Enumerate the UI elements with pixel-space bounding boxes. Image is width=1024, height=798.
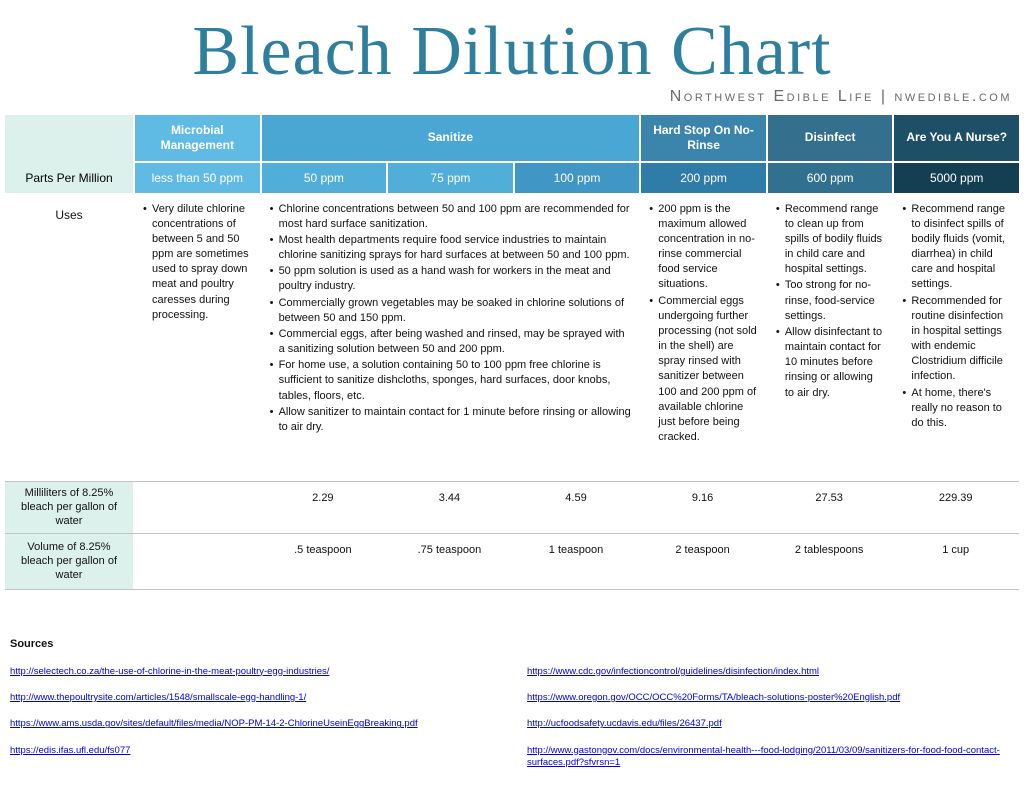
uses-cell-sanitize: Chlorine concentrations between 50 and 1… [260, 193, 640, 481]
source-link[interactable]: https://edis.ifas.ufl.edu/fs077 [10, 744, 131, 756]
source-link[interactable]: http://selectech.co.za/the-use-of-chlori… [10, 665, 330, 677]
sources-column-right: https://www.cdc.gov/infectioncontrol/gui… [527, 666, 1014, 784]
source-link[interactable]: https://www.oregon.gov/OCC/OCC%20Forms/T… [527, 691, 901, 703]
column-header-100-ppm: 100 ppm [514, 162, 640, 193]
bullet-item: Commercial eggs undergoing further proce… [649, 294, 758, 446]
bullet-item: Very dilute chlorine concentrations of b… [143, 202, 252, 323]
ml-value-200-ppm: 9.16 [691, 491, 714, 504]
bullet-item: 200 ppm is the maximum allowed concentra… [649, 202, 758, 293]
milliliters-row: Milliliters of 8.25% bleach per gallon o… [5, 480, 1019, 533]
group-header-are-you-a-nurse: Are You A Nurse? [894, 114, 1019, 161]
sources-columns: http://selectech.co.za/the-use-of-chlori… [10, 666, 1014, 784]
page-title: Bleach Dilution Chart [192, 13, 832, 90]
ml-value-less-than-50 [133, 482, 260, 533]
ml-value-5000-ppm: 229.39 [938, 491, 973, 504]
uses-cell-microbial-management: Very dilute chlorine concentrations of b… [133, 193, 260, 481]
volume-value-75-ppm: .75 teaspoon [417, 543, 482, 556]
source-link[interactable]: http://ucfoodsafety.ucdavis.edu/files/26… [527, 718, 722, 730]
column-header-75-ppm: 75 ppm [388, 162, 513, 193]
table-header: Parts Per Million Microbial Management S… [5, 114, 1019, 193]
uses-cell-200-ppm: 200 ppm is the maximum allowed concentra… [639, 193, 766, 481]
bullet-item: Too strong for no-rinse, food-service se… [776, 278, 885, 324]
bullet-item: Commercial eggs, after being washed and … [270, 327, 632, 357]
ml-value-50-ppm: 2.29 [312, 491, 334, 504]
column-header-5000-ppm: 5000 ppm [894, 162, 1019, 193]
site-credit: Northwest Edible Life | nwedible.com [669, 87, 1012, 105]
milliliters-row-label: Milliliters of 8.25% bleach per gallon o… [5, 481, 133, 533]
uses-row-label: Uses [5, 192, 133, 481]
group-header-sanitize: Sanitize [261, 114, 640, 161]
source-link[interactable]: http://www.gastongov.com/docs/environmen… [527, 744, 1000, 768]
source-link[interactable]: http://www.thepoultrysite.com/articles/1… [10, 691, 307, 703]
volume-value-5000-ppm: 1 cup [942, 543, 970, 556]
uses-cell-5000-ppm: Recommend range to disinfect spills of b… [892, 193, 1019, 481]
bullet-item: Recommend range to clean up from spills … [776, 202, 885, 278]
bullet-item: Recommend range to disinfect spills of b… [902, 202, 1011, 293]
column-header-50-ppm: 50 ppm [261, 162, 387, 193]
column-header-600-ppm: 600 ppm [767, 162, 893, 193]
column-header-less-than-50-ppm: less than 50 ppm [135, 162, 260, 193]
bullet-item: Most health departments require food ser… [270, 233, 632, 263]
volume-value-less-than-50 [133, 534, 260, 589]
bullet-item: 50 ppm solution is used as a hand wash f… [270, 264, 632, 294]
uses-cell-600-ppm: Recommend range to clean up from spills … [766, 193, 893, 481]
volume-row: Volume of 8.25% bleach per gallon of wat… [5, 532, 1019, 590]
bullet-item: Allow disinfectant to maintain contact f… [776, 325, 885, 401]
masthead: Bleach Dilution Chart Northwest Edible L… [0, 0, 1024, 106]
uses-row: Uses Very dilute chlorine concentrations… [5, 192, 1019, 481]
group-header-microbial-management: Microbial Management [135, 114, 260, 161]
sources-heading: Sources [10, 637, 54, 650]
sources-section: Sources http://selectech.co.za/the-use-o… [10, 638, 1014, 784]
bullet-item: Chlorine concentrations between 50 and 1… [270, 202, 632, 232]
bullet-item: Allow sanitizer to maintain contact for … [270, 405, 632, 435]
volume-value-200-ppm: 2 teaspoon [675, 543, 730, 556]
volume-value-50-ppm: .5 teaspoon [294, 543, 352, 556]
bullet-item: Recommended for routine disinfection in … [902, 294, 1011, 385]
sources-column-left: http://selectech.co.za/the-use-of-chlori… [10, 666, 527, 784]
row-label-header: Parts Per Million [5, 114, 133, 193]
ml-value-75-ppm: 3.44 [438, 491, 461, 504]
ml-value-600-ppm: 27.53 [815, 491, 843, 504]
bullet-item: At home, there's really no reason to do … [902, 386, 1011, 432]
group-header-disinfect: Disinfect [767, 114, 893, 161]
group-header-hard-stop-no-rinse: Hard Stop On No-Rinse [641, 114, 766, 161]
volume-value-600-ppm: 2 tablespoons [794, 543, 864, 556]
bullet-item: For home use, a solution containing 50 t… [270, 358, 632, 404]
dilution-table: Parts Per Million Microbial Management S… [5, 114, 1019, 590]
bullet-item: Commercially grown vegetables may be soa… [270, 296, 632, 326]
volume-row-label: Volume of 8.25% bleach per gallon of wat… [5, 533, 133, 589]
source-link[interactable]: https://www.ams.usda.gov/sites/default/f… [10, 718, 418, 730]
column-header-200-ppm: 200 ppm [641, 162, 766, 193]
ml-value-100-ppm: 4.59 [565, 491, 587, 504]
volume-value-100-ppm: 1 teaspoon [548, 543, 604, 556]
source-link[interactable]: https://www.cdc.gov/infectioncontrol/gui… [527, 665, 820, 677]
